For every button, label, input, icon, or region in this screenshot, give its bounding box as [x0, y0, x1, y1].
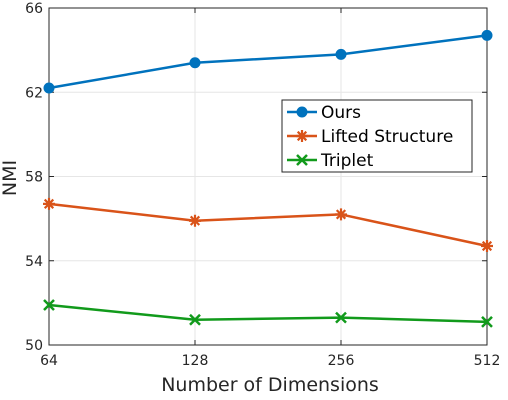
- y-tick-label: 66: [25, 1, 43, 17]
- data-point: [335, 208, 347, 221]
- legend-item: Ours: [287, 103, 361, 123]
- x-tick-label: 512: [474, 353, 501, 369]
- legend: Ours Lifted Structure Triplet: [281, 99, 473, 173]
- y-tick-label: 54: [25, 254, 43, 270]
- series-ours: [43, 29, 493, 94]
- legend-label: Triplet: [320, 151, 374, 171]
- y-tick-label: 50: [25, 338, 43, 354]
- data-point: [43, 299, 55, 311]
- y-axis-ticks: 50 54 58 62 66: [25, 1, 487, 354]
- data-point: [43, 197, 55, 210]
- x-tick-label: 256: [328, 353, 355, 369]
- data-point: [335, 311, 347, 324]
- data-point: [43, 82, 55, 94]
- legend-marker: [296, 106, 308, 118]
- legend-item: Triplet: [287, 151, 374, 171]
- legend-marker: [296, 154, 308, 166]
- x-axis-label: Number of Dimensions: [161, 374, 379, 396]
- data-point: [481, 29, 493, 41]
- x-axis-ticks: 64 128 256 512: [40, 8, 500, 369]
- series-lifted-structure: [43, 197, 493, 253]
- data-point: [189, 57, 201, 69]
- series-triplet: [43, 299, 493, 328]
- x-tick-label: 64: [40, 353, 58, 369]
- series-line: [48, 202, 488, 248]
- legend-label: Lifted Structure: [321, 127, 453, 147]
- legend-marker: [296, 130, 308, 142]
- data-point: [189, 313, 201, 326]
- data-point: [481, 240, 493, 253]
- series-line: [48, 303, 488, 324]
- data-point: [335, 48, 347, 60]
- x-tick-label: 128: [182, 353, 209, 369]
- series-layer: [43, 29, 493, 328]
- y-tick-label: 58: [25, 170, 43, 186]
- y-axis-label: NMI: [0, 160, 21, 196]
- data-point: [189, 214, 201, 227]
- data-point: [481, 315, 493, 328]
- legend-label: Ours: [321, 103, 361, 123]
- series-line: [48, 34, 488, 90]
- y-tick-label: 62: [25, 85, 43, 101]
- legend-item: Lifted Structure: [287, 127, 453, 147]
